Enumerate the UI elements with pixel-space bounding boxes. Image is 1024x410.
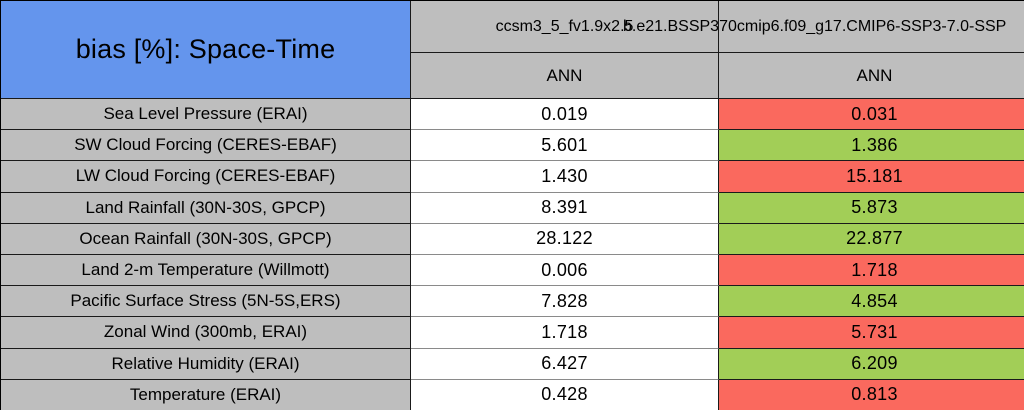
value-text: 28.122 [536, 228, 593, 249]
metric-value-model2: 22.877 [719, 223, 1024, 255]
model-name-header-1: ccsm3_5_fv1.9x2.5 [411, 1, 719, 53]
metric-label-text: Land 2-m Temperature (Willmott) [81, 260, 330, 280]
metric-value-model2: 0.813 [719, 379, 1024, 410]
metric-label: Sea Level Pressure (ERAI) [1, 99, 411, 131]
metric-value-model2: 5.873 [719, 192, 1024, 224]
metric-label: Land Rainfall (30N-30S, GPCP) [1, 192, 411, 224]
metric-label-text: Relative Humidity (ERAI) [111, 353, 300, 373]
metric-label-text: Sea Level Pressure (ERAI) [103, 104, 308, 124]
model-name-2: b.e21.BSSP370cmip6.f09_g17.CMIP6-SSP3-7.… [623, 17, 1007, 35]
metric-label: SW Cloud Forcing (CERES-EBAF) [1, 130, 411, 162]
value-text: 4.854 [851, 290, 898, 311]
metric-label: Ocean Rainfall (30N-30S, GPCP) [1, 223, 411, 255]
metric-value-model1: 28.122 [411, 223, 719, 255]
season-label-2: ANN [856, 65, 893, 85]
metric-label: Pacific Surface Stress (5N-5S,ERS) [1, 286, 411, 318]
metric-value-model1: 5.601 [411, 130, 719, 162]
value-text: 8.391 [541, 197, 588, 218]
value-text: 0.428 [541, 384, 588, 405]
metric-value-model2: 1.718 [719, 254, 1024, 287]
value-text: 22.877 [846, 228, 903, 249]
value-text: 6.427 [541, 353, 588, 374]
value-text: 7.828 [541, 290, 588, 311]
metric-label-text: Ocean Rainfall (30N-30S, GPCP) [79, 228, 332, 248]
value-text: 0.019 [541, 103, 588, 124]
value-text: 15.181 [846, 165, 903, 186]
value-text: 1.386 [851, 134, 898, 155]
value-text: 0.031 [851, 103, 898, 124]
value-text: 0.813 [851, 384, 898, 405]
metric-value-model1: 8.391 [411, 192, 719, 224]
metric-value-model1: 6.427 [411, 348, 719, 380]
value-text: 1.718 [851, 259, 898, 280]
metric-value-model1: 0.006 [411, 254, 719, 287]
metric-label-text: Temperature (ERAI) [129, 384, 282, 404]
metric-value-model1: 7.828 [411, 286, 719, 318]
model-name-1: ccsm3_5_fv1.9x2.5 [495, 17, 634, 35]
metric-label: Relative Humidity (ERAI) [1, 348, 411, 380]
season-header-1: ANN [411, 53, 719, 99]
metric-value-model1: 1.718 [411, 317, 719, 349]
metric-label: Land 2-m Temperature (Willmott) [1, 254, 411, 287]
metric-label-text: LW Cloud Forcing (CERES-EBAF) [75, 166, 336, 186]
metric-label: LW Cloud Forcing (CERES-EBAF) [1, 161, 411, 193]
metric-value-model1: 1.430 [411, 161, 719, 193]
value-text: 5.731 [851, 321, 898, 342]
metric-value-model1: 0.019 [411, 99, 719, 131]
season-label-1: ANN [546, 65, 583, 85]
value-text: 5.601 [541, 134, 588, 155]
table-title: bias [%]: Space-Time [75, 34, 336, 64]
metric-value-model2: 4.854 [719, 286, 1024, 318]
metric-label-text: Zonal Wind (300mb, ERAI) [103, 322, 308, 342]
metric-label-text: Pacific Surface Stress (5N-5S,ERS) [70, 291, 341, 311]
table-title-cell: bias [%]: Space-Time [1, 1, 411, 99]
metric-value-model2: 5.731 [719, 317, 1024, 349]
metric-label-text: Land Rainfall (30N-30S, GPCP) [85, 197, 326, 217]
metric-label: Zonal Wind (300mb, ERAI) [1, 317, 411, 349]
value-text: 1.430 [541, 165, 588, 186]
metric-value-model2: 0.031 [719, 99, 1024, 131]
metric-label: Temperature (ERAI) [1, 379, 411, 410]
season-header-2: ANN [719, 53, 1024, 99]
value-text: 0.006 [541, 259, 588, 280]
metric-value-model2: 6.209 [719, 348, 1024, 380]
model-name-header-2: b.e21.BSSP370cmip6.f09_g17.CMIP6-SSP3-7.… [623, 1, 1024, 53]
metric-value-model2: 1.386 [719, 130, 1024, 162]
metric-label-text: SW Cloud Forcing (CERES-EBAF) [74, 135, 337, 155]
value-text: 1.718 [541, 321, 588, 342]
value-text: 5.873 [851, 197, 898, 218]
metric-value-model1: 0.428 [411, 379, 719, 410]
metric-value-model2: 15.181 [719, 161, 1024, 193]
value-text: 6.209 [851, 353, 898, 374]
